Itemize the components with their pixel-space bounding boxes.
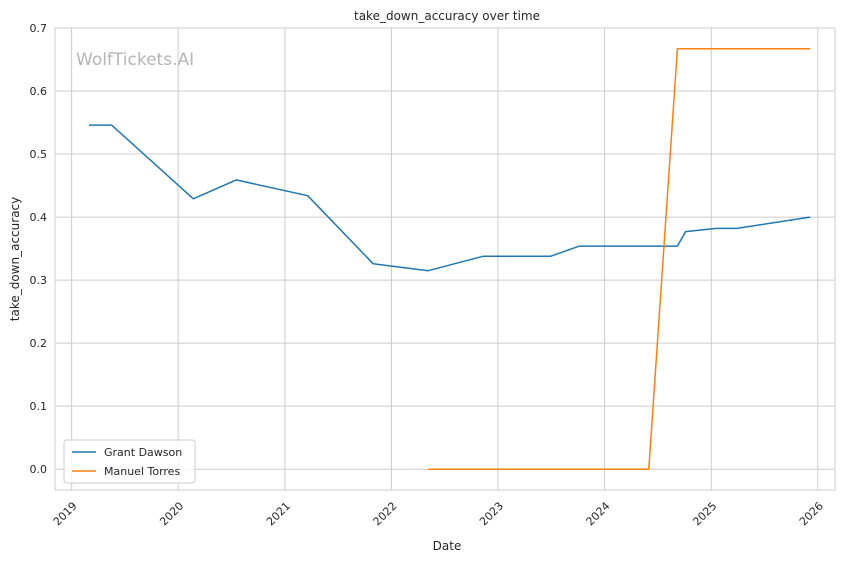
y-tick-label: 0.6 <box>30 85 48 98</box>
y-tick-label: 0.2 <box>30 337 48 350</box>
chart-title: take_down_accuracy over time <box>354 9 540 23</box>
series-line-manuel-torres <box>428 48 811 470</box>
y-tick-label: 0.5 <box>30 148 48 161</box>
watermark: WolfTickets.AI <box>76 50 194 70</box>
y-tick-label: 0.7 <box>30 22 48 35</box>
y-tick-label: 0.0 <box>30 463 48 476</box>
y-tick-label: 0.3 <box>30 274 48 287</box>
plot-frame <box>54 27 836 491</box>
legend-label-grant-dawson: Grant Dawson <box>104 446 182 459</box>
legend: Grant Dawson Manuel Torres <box>63 439 196 484</box>
y-tick-label: 0.1 <box>30 400 48 413</box>
series-lines <box>89 48 811 470</box>
series-line-grant-dawson <box>89 124 811 272</box>
legend-box <box>63 439 196 484</box>
x-axis-label: Date <box>433 539 462 553</box>
y-tick-labels: 0.0 0.1 0.2 0.3 0.4 0.5 0.6 0.7 <box>30 22 48 476</box>
y-axis-label: take_down_accuracy <box>8 197 22 321</box>
y-tick-label: 0.4 <box>30 211 48 224</box>
legend-label-manuel-torres: Manuel Torres <box>104 465 180 478</box>
